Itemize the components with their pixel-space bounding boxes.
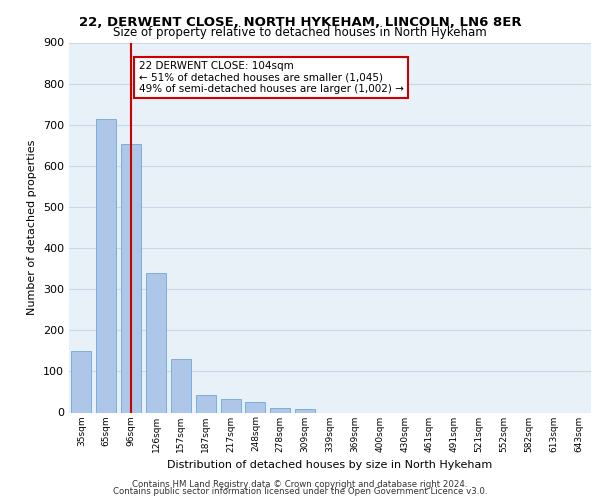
X-axis label: Distribution of detached houses by size in North Hykeham: Distribution of detached houses by size … [167, 460, 493, 470]
Text: Contains public sector information licensed under the Open Government Licence v3: Contains public sector information licen… [113, 488, 487, 496]
Bar [295, 409, 315, 412]
Bar [146, 272, 166, 412]
Bar [221, 399, 241, 412]
Bar [271, 408, 290, 412]
Bar [71, 351, 91, 412]
Bar [245, 402, 265, 412]
Text: 22 DERWENT CLOSE: 104sqm
← 51% of detached houses are smaller (1,045)
49% of sem: 22 DERWENT CLOSE: 104sqm ← 51% of detach… [139, 61, 403, 94]
Text: Size of property relative to detached houses in North Hykeham: Size of property relative to detached ho… [113, 26, 487, 39]
Bar [196, 395, 215, 412]
Bar [171, 359, 191, 412]
Y-axis label: Number of detached properties: Number of detached properties [28, 140, 37, 315]
Bar [97, 120, 116, 412]
Text: Contains HM Land Registry data © Crown copyright and database right 2024.: Contains HM Land Registry data © Crown c… [132, 480, 468, 489]
Bar [121, 144, 141, 412]
Text: 22, DERWENT CLOSE, NORTH HYKEHAM, LINCOLN, LN6 8ER: 22, DERWENT CLOSE, NORTH HYKEHAM, LINCOL… [79, 16, 521, 29]
